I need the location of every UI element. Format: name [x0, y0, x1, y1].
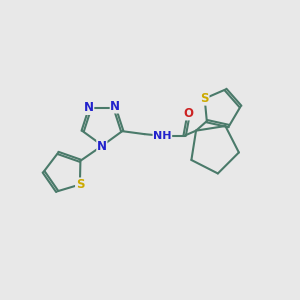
- Text: S: S: [76, 178, 84, 191]
- Text: NH: NH: [153, 130, 172, 141]
- Text: N: N: [97, 140, 107, 153]
- Text: N: N: [84, 101, 94, 114]
- Text: S: S: [200, 92, 209, 105]
- Text: O: O: [183, 107, 193, 120]
- Text: N: N: [110, 100, 120, 113]
